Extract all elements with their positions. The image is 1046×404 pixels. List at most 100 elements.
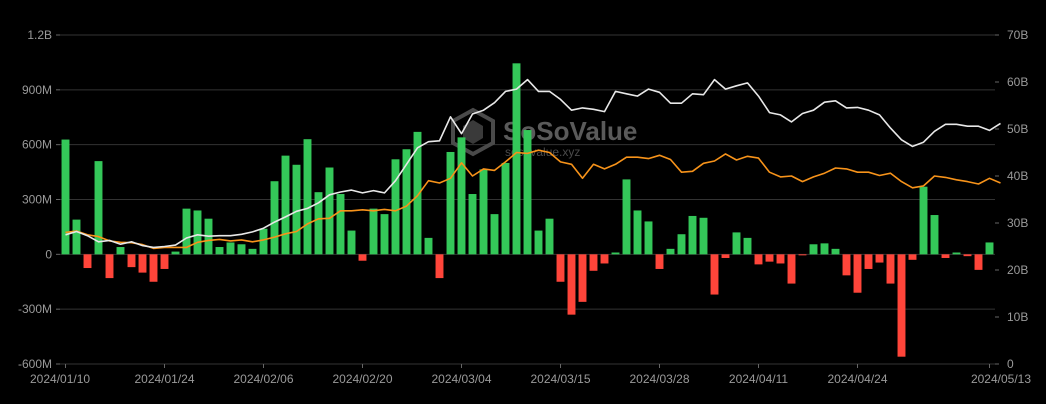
watermark-text: SoSoValue bbox=[503, 116, 637, 146]
flow-bar bbox=[259, 228, 268, 255]
flow-bar bbox=[325, 167, 334, 255]
white-series-line bbox=[65, 78, 1001, 249]
x-tick-label: 2024/01/10 bbox=[30, 372, 90, 386]
flow-bar bbox=[611, 252, 620, 255]
flow-bar bbox=[138, 254, 147, 273]
left-tick-label: -300M bbox=[18, 302, 52, 316]
flow-bar bbox=[303, 139, 312, 255]
flow-bar bbox=[952, 252, 961, 255]
flow-bar bbox=[127, 254, 136, 268]
flow-bar bbox=[457, 137, 466, 255]
flow-bar bbox=[171, 251, 180, 255]
flow-bar bbox=[534, 230, 543, 255]
flow-bar bbox=[182, 208, 191, 255]
flow-bar bbox=[72, 219, 81, 255]
flow-bar bbox=[248, 248, 257, 255]
right-tick-label: 0 bbox=[1007, 357, 1014, 371]
x-tick-label: 2024/04/11 bbox=[729, 372, 788, 386]
left-axis-ticks: -600M -300M 0 300M 600M 900M 1.2B bbox=[18, 28, 60, 371]
x-tick-label: 2024/01/24 bbox=[134, 372, 194, 386]
flow-bar bbox=[314, 192, 323, 255]
left-tick-label: 600M bbox=[22, 138, 52, 152]
x-tick-label: 2024/03/28 bbox=[629, 372, 689, 386]
flow-bar bbox=[556, 254, 565, 282]
x-tick-label: 2024/03/15 bbox=[530, 372, 590, 386]
flow-bar bbox=[116, 247, 125, 255]
x-tick-label: 2024/03/04 bbox=[431, 372, 491, 386]
flow-bar bbox=[424, 237, 433, 255]
left-tick-label: -600M bbox=[18, 357, 52, 371]
flow-bar bbox=[677, 234, 686, 255]
flow-bar bbox=[435, 254, 444, 279]
x-axis-ticks: 2024/01/10 2024/01/24 2024/02/06 2024/02/20… bbox=[30, 364, 1031, 386]
flow-bar bbox=[501, 162, 510, 255]
flow-bar bbox=[787, 254, 796, 284]
flow-bar bbox=[149, 254, 158, 282]
flow-bar bbox=[864, 254, 873, 269]
left-tick-label: 300M bbox=[22, 193, 52, 207]
right-tick-label: 60B bbox=[1007, 75, 1028, 89]
x-tick-label: 2024/02/20 bbox=[332, 372, 392, 386]
right-tick-label: 70B bbox=[1007, 28, 1028, 42]
right-tick-label: 50B bbox=[1007, 122, 1028, 136]
flow-bar bbox=[754, 254, 763, 265]
flow-bar bbox=[347, 230, 356, 255]
flow-bar bbox=[94, 161, 103, 255]
flow-bar bbox=[721, 254, 730, 258]
flow-bar bbox=[798, 254, 807, 256]
flow-bar bbox=[853, 254, 862, 293]
flow-bar bbox=[897, 254, 906, 357]
orange-series-line bbox=[65, 149, 1001, 250]
flow-bar bbox=[963, 254, 972, 257]
right-tick-label: 30B bbox=[1007, 216, 1028, 230]
flow-bar bbox=[215, 247, 224, 255]
flow-bar bbox=[523, 130, 532, 255]
x-tick-label: 2024/02/06 bbox=[233, 372, 293, 386]
flow-bar bbox=[193, 210, 202, 255]
flow-bar bbox=[479, 169, 488, 255]
flow-bar bbox=[83, 254, 92, 269]
x-tick-label: 2024/04/24 bbox=[827, 372, 887, 386]
flow-bar bbox=[622, 179, 631, 255]
flow-bar bbox=[776, 254, 785, 264]
flow-bar bbox=[369, 208, 378, 255]
flow-bar bbox=[809, 244, 818, 255]
flow-bar bbox=[105, 254, 114, 279]
flow-bar bbox=[688, 215, 697, 255]
cumulative-lines bbox=[65, 78, 1001, 250]
right-axis-ticks: 0 10B 20B 30B 40B 50B 60B 70B bbox=[995, 28, 1028, 371]
flow-bar bbox=[710, 254, 719, 295]
flow-bar bbox=[820, 243, 829, 255]
flow-bar bbox=[743, 237, 752, 255]
flow-bar bbox=[666, 248, 675, 255]
flow-bar bbox=[589, 254, 598, 271]
flow-bar bbox=[545, 218, 554, 255]
flow-bar bbox=[226, 242, 235, 255]
flow-bar bbox=[842, 254, 851, 276]
flow-bar bbox=[732, 232, 741, 255]
flow-bar bbox=[699, 217, 708, 255]
flow-bar bbox=[160, 254, 169, 269]
flow-bar bbox=[600, 254, 609, 264]
flow-bar bbox=[402, 149, 411, 255]
flow-bar bbox=[468, 194, 477, 255]
left-tick-label: 1.2B bbox=[27, 28, 52, 42]
flow-bar bbox=[567, 254, 576, 315]
flow-bar bbox=[930, 215, 939, 255]
flow-bar bbox=[446, 151, 455, 255]
flow-bar bbox=[413, 131, 422, 255]
flow-bar bbox=[391, 159, 400, 255]
flow-bar bbox=[831, 248, 840, 255]
flow-bar bbox=[336, 194, 345, 255]
flow-bar bbox=[655, 254, 664, 269]
right-tick-label: 40B bbox=[1007, 169, 1028, 183]
flow-bar bbox=[633, 210, 642, 255]
left-tick-label: 900M bbox=[22, 83, 52, 97]
flow-bars bbox=[61, 63, 994, 357]
flow-bar bbox=[908, 254, 917, 260]
flow-bar bbox=[490, 214, 499, 255]
flow-bar bbox=[578, 254, 587, 302]
flow-bar bbox=[380, 214, 389, 255]
flow-bar bbox=[61, 139, 70, 255]
flow-bar bbox=[886, 254, 895, 284]
